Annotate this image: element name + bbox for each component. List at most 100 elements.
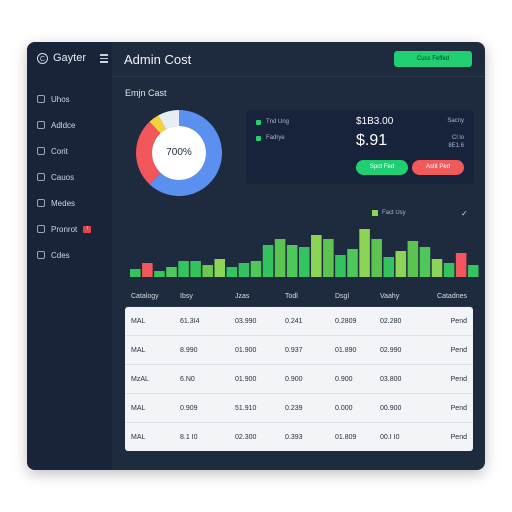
bar-18 xyxy=(347,249,358,277)
legend-label: Fadrye xyxy=(266,135,285,141)
table-cell: 02.300 xyxy=(235,433,257,441)
top-bar: Admin Cost Cuss Feffed xyxy=(112,42,485,77)
legend-swatch xyxy=(256,135,261,141)
table-cell: Pend xyxy=(450,346,467,354)
bar-28 xyxy=(467,265,479,277)
sidebar-item-cdes[interactable]: Cdes xyxy=(37,242,91,268)
table-cell: Pend xyxy=(450,404,467,412)
bar-21 xyxy=(383,257,395,277)
bar-10 xyxy=(250,261,262,277)
donut-slice-2 xyxy=(149,115,167,134)
sidebar-item-adldce[interactable]: Adldce xyxy=(37,112,91,138)
bar-12 xyxy=(274,239,286,277)
donut-svg xyxy=(136,110,222,196)
table-cell: 8.990 xyxy=(180,346,198,354)
media-icon xyxy=(37,199,45,207)
logo-icon: C xyxy=(37,52,48,64)
sidebar-item-pronrot[interactable]: Pronrot ! xyxy=(37,216,92,242)
column-header[interactable]: Catalogy xyxy=(131,292,159,300)
bar-11 xyxy=(262,245,274,277)
bar-17 xyxy=(335,255,346,277)
table-cell: MAL xyxy=(131,404,146,412)
donut-center-label: 700% xyxy=(166,147,192,158)
brand[interactable]: C Gayter xyxy=(37,52,86,64)
astit-ped-button[interactable]: Astit Ped xyxy=(412,160,464,175)
table-row[interactable]: MAL 8.990 01.900 0.937 01.890 02.990 Pen… xyxy=(125,336,473,365)
column-header[interactable]: Vaahy xyxy=(380,292,400,300)
sidebar-nav: Uhos Adldce Corit Cauos Medes Pronrot xyxy=(37,86,92,268)
table-cell: 0.393 xyxy=(285,433,303,441)
table-cell: 01.809 xyxy=(335,433,357,441)
sidebar-item-label: Uhos xyxy=(51,94,70,104)
app-name: Gayter xyxy=(53,52,87,64)
table-cell: Pend xyxy=(450,375,467,383)
legend-swatch xyxy=(372,210,378,216)
spot-fed-button[interactable]: Spot Fed xyxy=(356,160,408,175)
main-content: Admin Cost Cuss Feffed Emjn Cast 700% Tn… xyxy=(112,42,485,470)
legend-label: Tnd Ung xyxy=(266,119,290,125)
table-cell: Pend xyxy=(450,433,467,441)
table-cell: 01.890 xyxy=(335,346,357,354)
header-action-button[interactable]: Cuss Feffed xyxy=(394,51,472,67)
chart-icon xyxy=(37,147,45,155)
table-row[interactable]: MzAL 6.N0 01.900 0.900 0.900 03.800 Pend xyxy=(125,365,473,394)
report-icon xyxy=(37,225,45,233)
table-cell: 0.241 xyxy=(285,317,303,325)
bar-7 xyxy=(214,259,226,277)
sidebar-item-uhos[interactable]: Uhos xyxy=(37,86,91,112)
stats-legend-item: Tnd Ung xyxy=(256,119,289,125)
table-cell: 0.909 xyxy=(180,404,198,412)
data-table: Catalogy Ibsy Jzas Todl Dsgl Vaahy Catad… xyxy=(125,286,473,451)
table-cell: 51.910 xyxy=(235,404,257,412)
table-icon xyxy=(37,121,45,129)
bar-chart xyxy=(130,229,479,277)
bar-8 xyxy=(226,267,238,277)
sidebar-item-label: Cauos xyxy=(51,172,75,182)
table-cell: 01.900 xyxy=(235,346,257,354)
column-header[interactable]: Dsgl xyxy=(335,292,350,300)
table-cell: MAL xyxy=(131,433,146,441)
donut-slice-3 xyxy=(158,110,180,130)
bar-23 xyxy=(407,241,419,277)
bar-chart-legend: Fact Usy xyxy=(372,210,406,216)
bar-19 xyxy=(359,229,370,277)
sidebar-item-corit[interactable]: Corit xyxy=(37,138,91,164)
check-icon[interactable]: ✓ xyxy=(461,209,468,218)
table-cell: MAL xyxy=(131,346,146,354)
bar-24 xyxy=(419,247,431,277)
table-cell: 0.2809 xyxy=(335,317,357,325)
bar-16 xyxy=(323,239,334,277)
bar-13 xyxy=(286,245,298,277)
table-cell: 0.239 xyxy=(285,404,303,412)
table-cell: Pend xyxy=(450,317,467,325)
table-row[interactable]: MAL 61.3I4 03.990 0.241 0.2809 02.280 Pe… xyxy=(125,307,473,336)
bar-0 xyxy=(130,269,141,277)
table-cell: 61.3I4 xyxy=(180,317,200,325)
column-header[interactable]: Todl xyxy=(285,292,298,300)
bar-14 xyxy=(298,247,310,277)
table-cell: MAL xyxy=(131,317,146,325)
bar-6 xyxy=(202,265,213,277)
column-header[interactable]: Catadnes xyxy=(437,292,467,300)
table-cell: 01.900 xyxy=(235,375,257,383)
legend-label: Fact Usy xyxy=(382,210,406,216)
bar-3 xyxy=(166,267,177,277)
column-header[interactable]: Ibsy xyxy=(180,292,193,300)
stat-top-value: $1B3.00 xyxy=(356,116,394,127)
sidebar-item-label: Adldce xyxy=(51,120,76,130)
column-header[interactable]: Jzas xyxy=(235,292,250,300)
sidebar-item-cauos[interactable]: Cauos xyxy=(37,164,91,190)
table-row[interactable]: MAL 0.909 51.910 0.239 0.000 00.900 Pend xyxy=(125,394,473,423)
menu-icon[interactable] xyxy=(100,54,108,65)
stats-card: Tnd Ung Fadrye $1B3.00 $.91 Sacny Cl lo … xyxy=(246,110,474,184)
bar-27 xyxy=(455,253,467,277)
table-row[interactable]: MAL 8.1 I0 02.300 0.393 01.809 00.I I0 P… xyxy=(125,423,473,451)
donut-center xyxy=(152,126,206,180)
bar-5 xyxy=(190,261,201,277)
bar-20 xyxy=(371,239,382,277)
table-cell: 00.I I0 xyxy=(380,433,400,441)
stat-side-value: 8E1.6 xyxy=(448,143,464,149)
sidebar-item-medes[interactable]: Medes xyxy=(37,190,91,216)
stat-side-value: Cl lo xyxy=(451,135,464,141)
table-cell: 02.990 xyxy=(380,346,402,354)
